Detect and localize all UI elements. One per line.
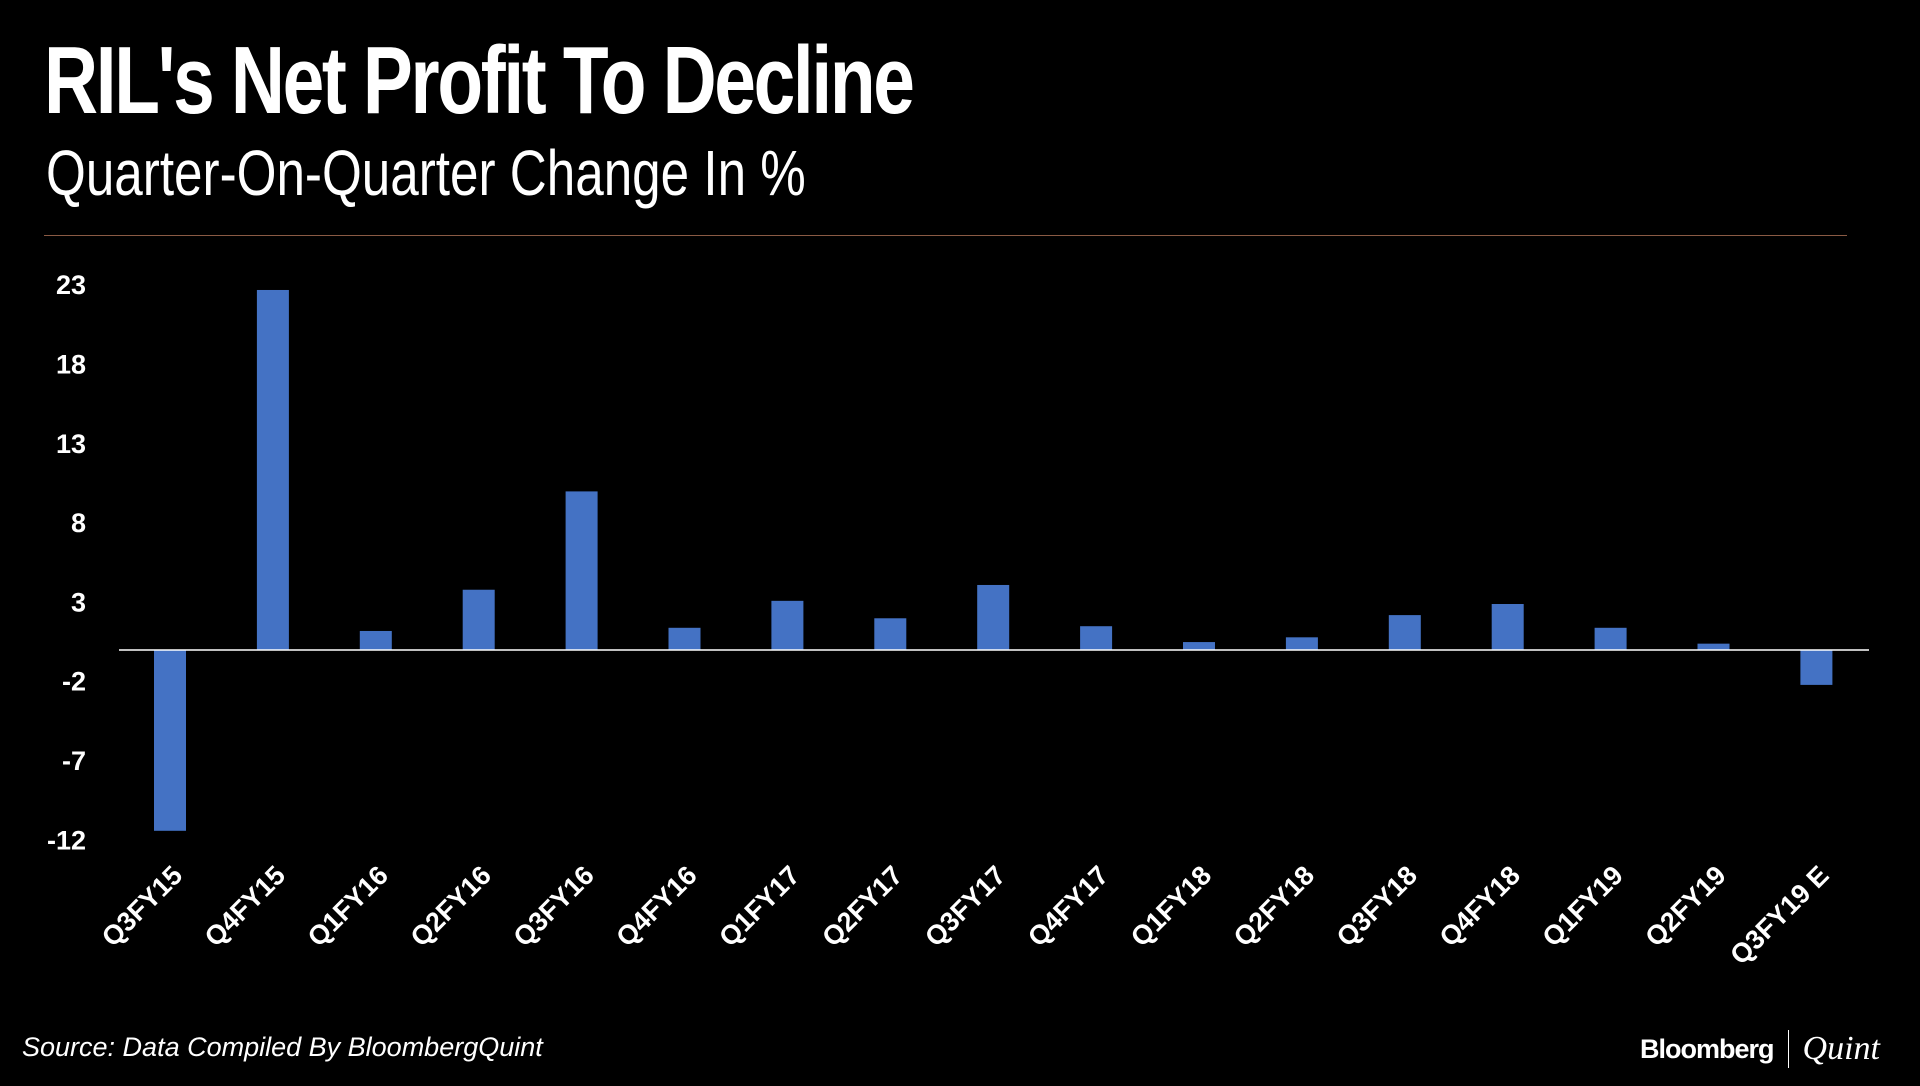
x-tick-label: Q3FY18: [1331, 860, 1423, 952]
bar-q2fy19: [1697, 643, 1730, 650]
x-tick-label: Q1FY16: [302, 860, 394, 952]
y-tick-label: -12: [47, 825, 86, 855]
x-tick-label: Q3FY16: [508, 860, 600, 952]
bar-q1fy18: [1183, 642, 1215, 650]
y-tick-label: 13: [56, 429, 86, 459]
bar-q3fy19-e: [1800, 650, 1833, 685]
logo-quint: Quint: [1802, 1030, 1880, 1067]
chart-title: RIL's Net Profit To Decline: [44, 27, 915, 134]
bar-q3fy15: [154, 650, 186, 831]
y-tick-label: 3: [71, 587, 86, 617]
x-tick-label: Q3FY15: [96, 860, 188, 952]
bar-q1fy16: [359, 630, 392, 650]
bar-q1fy17: [771, 600, 804, 650]
y-tick-label: -2: [62, 667, 86, 697]
x-tick-label: Q4FY16: [610, 860, 702, 952]
bar-q1fy19: [1594, 627, 1627, 650]
x-tick-label: Q1FY17: [713, 860, 805, 952]
x-tick-label: Q3FY17: [919, 860, 1011, 952]
x-tick-label: Q2FY19: [1639, 860, 1731, 952]
x-tick-label: Q4FY15: [199, 860, 291, 952]
x-tick-label: Q2FY18: [1228, 860, 1320, 952]
x-tick-label: Q1FY18: [1125, 860, 1217, 952]
x-tick-label: Q2FY17: [816, 860, 908, 952]
bar-q3fy18: [1388, 615, 1421, 650]
x-tick-label: Q3FY19 E: [1724, 860, 1834, 970]
chart-subtitle: Quarter-On-Quarter Change In %: [46, 137, 806, 209]
y-tick-label: 8: [71, 508, 86, 538]
bar-q2fy17: [874, 618, 907, 650]
bar-q4fy18: [1491, 604, 1524, 650]
bar-q3fy17: [977, 584, 1010, 650]
bar-q2fy16: [462, 589, 495, 650]
bar-q2fy18: [1285, 637, 1318, 650]
y-tick-label: -7: [62, 746, 86, 776]
bar-q3fy16: [565, 491, 598, 650]
y-tick-label: 18: [56, 350, 86, 380]
bar-q4fy15: [256, 289, 289, 650]
x-tick-label: Q1FY19: [1537, 860, 1629, 952]
x-tick-label: Q4FY17: [1022, 860, 1114, 952]
x-tick-label: Q2FY16: [405, 860, 497, 952]
logo-separator: [1787, 1030, 1789, 1068]
bar-q4fy17: [1080, 626, 1113, 650]
y-tick-label: 23: [56, 270, 86, 300]
bar-q4fy16: [668, 627, 701, 650]
brand-logo: Bloomberg Quint: [1640, 1030, 1880, 1068]
source-note: Source: Data Compiled By BloombergQuint: [22, 1032, 543, 1062]
x-tick-label: Q4FY18: [1434, 860, 1526, 952]
logo-bloomberg: Bloomberg: [1640, 1033, 1775, 1064]
title-divider: [44, 235, 1847, 236]
